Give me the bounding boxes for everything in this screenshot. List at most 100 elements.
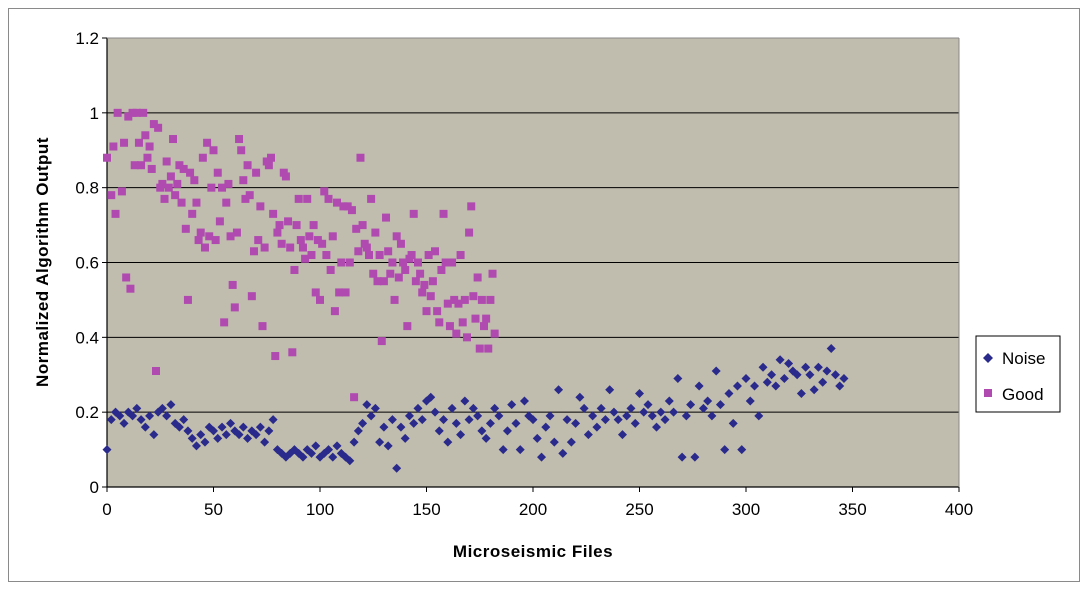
- good-point: [339, 202, 348, 211]
- good-point: [426, 292, 435, 301]
- legend-good-marker: [984, 389, 992, 397]
- noise-point: [306, 448, 316, 458]
- noise-point: [477, 426, 487, 436]
- noise-point: [754, 411, 764, 421]
- noise-point: [703, 396, 713, 406]
- good-point: [386, 269, 395, 278]
- good-point: [354, 247, 363, 256]
- noise-point: [332, 441, 342, 451]
- noise-point: [698, 403, 708, 413]
- good-point: [141, 131, 150, 140]
- x-tick-labels: 0 50 100 150 200 250 300 350 400: [102, 500, 973, 519]
- good-point: [286, 243, 295, 252]
- legend-noise-marker: [983, 353, 993, 363]
- noise-point: [115, 411, 125, 421]
- noise-point: [430, 407, 440, 417]
- noise-point: [251, 430, 261, 440]
- noise-point: [600, 415, 610, 425]
- good-point: [117, 187, 126, 196]
- good-point: [264, 161, 273, 170]
- good-point: [448, 258, 457, 267]
- good-point: [437, 265, 446, 274]
- noise-point: [473, 411, 483, 421]
- noise-point: [545, 411, 555, 421]
- good-point: [450, 295, 459, 304]
- noise-point: [209, 426, 218, 436]
- good-point: [124, 112, 133, 121]
- noise-point: [745, 396, 755, 406]
- good-point: [194, 236, 203, 245]
- noise-point: [566, 437, 576, 447]
- noise-point: [762, 377, 772, 387]
- noise-point: [191, 441, 201, 451]
- legend: Noise Good: [975, 335, 1061, 413]
- axes: [106, 37, 960, 492]
- noise-point: [609, 407, 619, 417]
- noise-point: [596, 403, 606, 413]
- noise-point: [818, 377, 828, 387]
- good-point: [362, 243, 371, 252]
- noise-point: [758, 362, 768, 372]
- good-point: [373, 277, 382, 286]
- noise-point: [157, 403, 167, 413]
- good-point: [388, 258, 397, 267]
- good-point: [486, 295, 495, 304]
- noise-point: [711, 366, 721, 376]
- good-point: [409, 209, 418, 218]
- y-tick-label: 0.6: [75, 254, 99, 273]
- good-point: [484, 344, 493, 353]
- noise-point: [234, 430, 244, 440]
- good-point: [235, 135, 244, 144]
- noise-point: [630, 418, 640, 428]
- noise-point: [796, 388, 806, 398]
- noise-point: [238, 422, 248, 432]
- noise-point: [439, 415, 449, 425]
- noise-point: [741, 373, 751, 383]
- good-point: [371, 228, 380, 237]
- noise-point: [694, 381, 704, 391]
- good-point: [222, 198, 231, 207]
- good-point: [407, 251, 416, 260]
- good-point: [134, 138, 143, 147]
- noise-point: [515, 445, 525, 455]
- good-point: [311, 288, 320, 297]
- noise-point: [826, 344, 836, 354]
- noise-point: [575, 392, 585, 402]
- chart-frame: [8, 8, 1080, 582]
- noise-point: [707, 411, 717, 421]
- good-point: [120, 138, 129, 147]
- noise-point: [652, 422, 662, 432]
- noise-point: [400, 433, 410, 443]
- noise-point: [750, 381, 760, 391]
- good-point: [249, 247, 258, 256]
- noise-point: [409, 418, 419, 428]
- good-point: [252, 168, 261, 177]
- good-point: [384, 247, 393, 256]
- good-point: [245, 191, 254, 200]
- legend-noise-label: Noise: [1002, 349, 1045, 368]
- good-point: [154, 123, 163, 132]
- noise-point: [434, 426, 444, 436]
- noise-point: [494, 411, 504, 421]
- good-point: [220, 318, 229, 327]
- good-point: [471, 314, 480, 323]
- good-point: [390, 295, 399, 304]
- good-point: [149, 120, 158, 129]
- good-point: [465, 228, 474, 237]
- noise-point: [732, 381, 742, 391]
- noise-point: [132, 403, 142, 413]
- good-point: [290, 265, 299, 274]
- noise-point: [464, 415, 474, 425]
- good-point: [480, 322, 489, 331]
- noise-point: [673, 373, 683, 383]
- y-tick-label: 1.2: [75, 29, 99, 48]
- good-point: [273, 228, 282, 237]
- good-point: [367, 194, 376, 203]
- noise-point: [801, 362, 811, 372]
- noise-point: [217, 422, 227, 432]
- good-point: [396, 239, 405, 248]
- good-point: [337, 258, 346, 267]
- good-point: [441, 258, 450, 267]
- good-point: [369, 269, 378, 278]
- noise-point: [498, 445, 508, 455]
